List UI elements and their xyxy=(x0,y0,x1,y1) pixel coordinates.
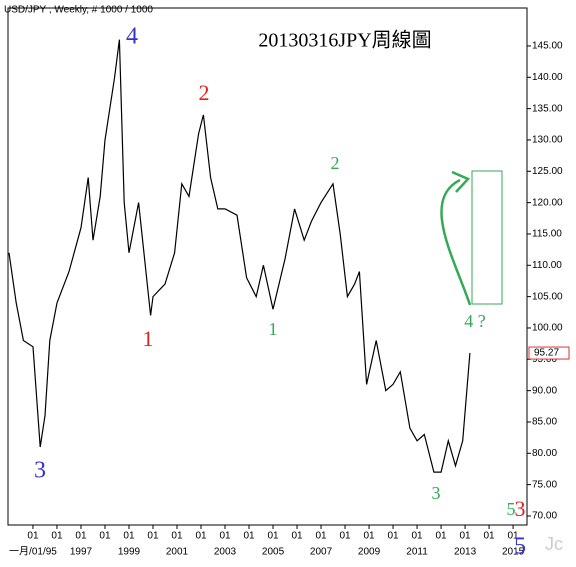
wave-label: 3 xyxy=(515,496,526,521)
x-year-label: 一月/01/95 xyxy=(9,546,57,558)
wave-label: 3 xyxy=(34,458,46,484)
y-tick-label: 70.00 xyxy=(532,511,557,522)
x-year-label: 2003 xyxy=(214,547,237,558)
wave-label: 4 xyxy=(126,24,138,50)
x-tick-label: 01 xyxy=(123,531,135,542)
y-tick-label: 80.00 xyxy=(532,448,557,459)
x-tick-label: 01 xyxy=(147,531,159,542)
wave-label: 1 xyxy=(143,326,154,351)
wave-label: 1 xyxy=(269,319,278,339)
y-tick-label: 145.00 xyxy=(532,41,563,52)
wave-label: 4 ? xyxy=(464,311,486,331)
x-tick-label: 01 xyxy=(171,531,183,542)
last-price: 95.27 xyxy=(534,348,559,359)
x-year-label: 1997 xyxy=(70,547,93,558)
x-tick-label: 01 xyxy=(291,531,303,542)
y-tick-label: 120.00 xyxy=(532,197,563,208)
x-tick-label: 01 xyxy=(339,531,351,542)
x-tick-label: 01 xyxy=(460,531,472,542)
last-price-box xyxy=(528,346,570,360)
x-tick-label: 01 xyxy=(363,531,375,542)
plot-frame xyxy=(7,7,528,526)
x-tick-label: 01 xyxy=(435,531,447,542)
x-tick-label: 01 xyxy=(484,531,496,542)
x-year-label: 2005 xyxy=(262,547,285,558)
y-tick-label: 135.00 xyxy=(532,103,563,114)
x-year-label: 2015 xyxy=(502,547,525,558)
x-tick-label: 01 xyxy=(27,531,39,542)
x-tick-label: 01 xyxy=(195,531,207,542)
chart-header: USD/JPY , Weekly, # 1000 / 1000 xyxy=(4,5,153,16)
y-tick-label: 110.00 xyxy=(532,260,562,271)
y-tick-label: 130.00 xyxy=(532,135,563,146)
y-tick-label: 75.00 xyxy=(532,479,557,490)
x-year-label: 2009 xyxy=(358,547,381,558)
wave-label: 2 xyxy=(199,80,210,105)
x-tick-label: 01 xyxy=(315,531,327,542)
x-tick-label: 01 xyxy=(219,531,231,542)
chart-title: 20130316JPY周線圖 xyxy=(258,29,431,52)
target-box xyxy=(471,170,503,305)
arrow xyxy=(440,178,472,306)
y-tick-label: 85.00 xyxy=(532,417,557,428)
y-tick-label: 100.00 xyxy=(532,323,563,334)
x-tick-label: 01 xyxy=(411,531,423,542)
price-line xyxy=(8,39,471,473)
wave-label: 5 xyxy=(514,534,526,560)
x-tick-label: 01 xyxy=(75,531,87,542)
y-tick-label: 125.00 xyxy=(532,166,563,177)
y-tick-label: 115.00 xyxy=(532,229,562,240)
x-tick-label: 01 xyxy=(387,531,399,542)
x-year-label: 2011 xyxy=(406,547,428,558)
x-tick-label: 01 xyxy=(99,531,111,542)
wave-label: 2 xyxy=(331,153,340,173)
y-tick-label: 140.00 xyxy=(532,72,563,83)
y-tick-label: 90.00 xyxy=(532,385,557,396)
x-tick-label: 01 xyxy=(51,531,63,542)
arrow-head xyxy=(451,170,471,193)
x-year-label: 2001 xyxy=(166,547,189,558)
x-year-label: 1999 xyxy=(118,547,141,558)
wave-label: 5 xyxy=(507,499,516,519)
x-year-label: 2007 xyxy=(310,547,333,558)
y-tick-label: 105.00 xyxy=(532,291,563,302)
wave-label: 3 xyxy=(432,483,441,503)
x-tick-label: 01 xyxy=(267,531,279,542)
watermark: Jc xyxy=(545,534,563,554)
x-tick-label: 01 xyxy=(243,531,255,542)
x-tick-label: 01 xyxy=(508,531,520,542)
x-year-label: 2013 xyxy=(454,547,477,558)
